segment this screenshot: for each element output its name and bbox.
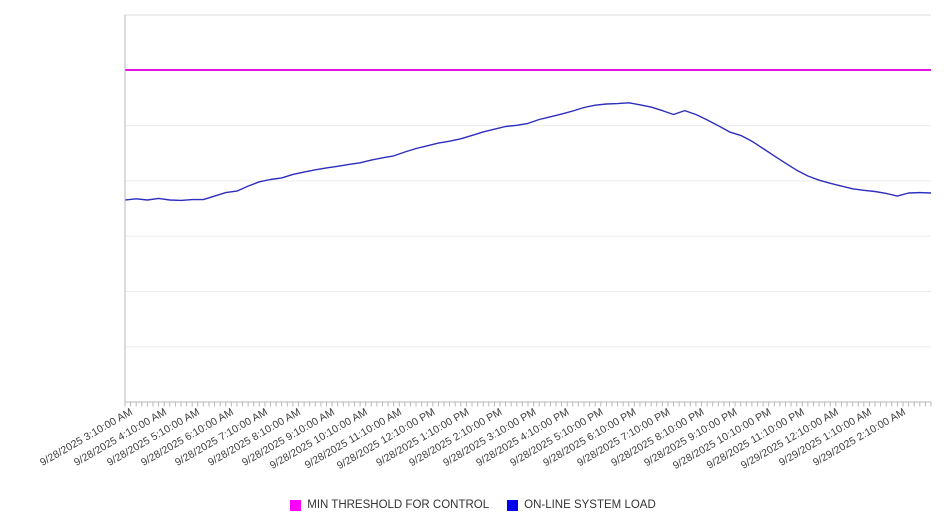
- system-load-line: [124, 102, 932, 202]
- legend: MIN THRESHOLD FOR CONTROL ON-LINE SYSTEM …: [0, 499, 946, 511]
- legend-swatch-icon: [507, 499, 519, 511]
- legend-item-label: MIN THRESHOLD FOR CONTROL: [307, 499, 490, 511]
- legend-item[interactable]: MIN THRESHOLD FOR CONTROL: [290, 499, 489, 511]
- legend-item[interactable]: ON-LINE SYSTEM LOAD: [507, 499, 656, 511]
- legend-swatch-icon: [290, 499, 302, 511]
- legend-item-label: ON-LINE SYSTEM LOAD: [524, 499, 656, 511]
